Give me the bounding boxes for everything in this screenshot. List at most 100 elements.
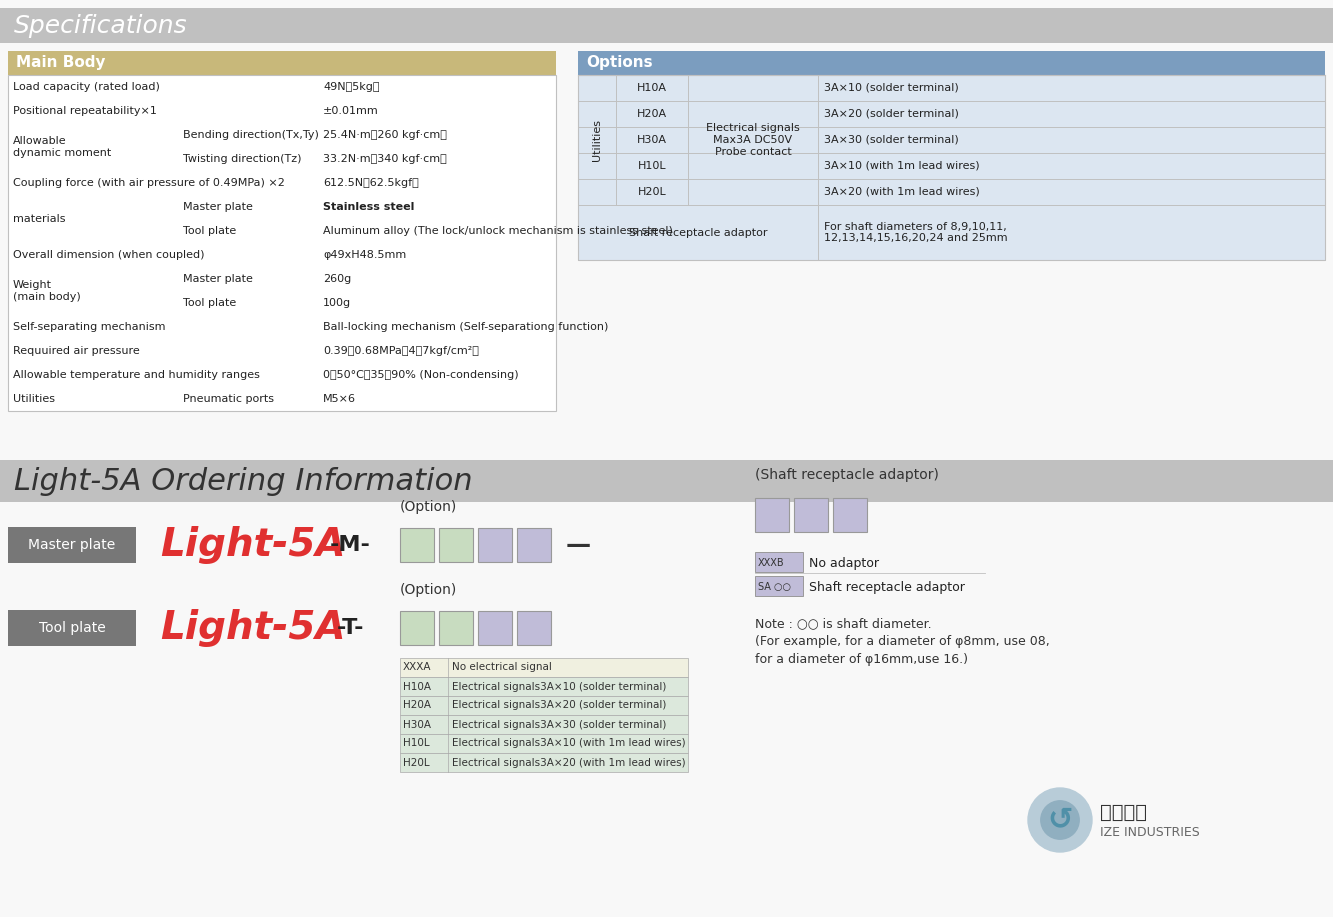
Bar (479, 611, 512, 645)
Text: Stainless steel: Stainless steel (323, 202, 415, 212)
Bar (400, 715, 688, 734)
Text: Load capacity (rated load): Load capacity (rated load) (13, 82, 160, 92)
Text: Electrical signals3A×20 (solder terminal): Electrical signals3A×20 (solder terminal… (452, 701, 666, 711)
Text: Pneumatic ports: Pneumatic ports (183, 394, 275, 404)
Bar (8, 363, 556, 387)
Text: For shaft diameters of 8,9,10,11,
12,13,14,15,16,20,24 and 25mm: For shaft diameters of 8,9,10,11, 12,13,… (824, 222, 1008, 243)
Text: Electrical signals3A×10 (solder terminal): Electrical signals3A×10 (solder terminal… (452, 681, 666, 691)
Text: 0.39～0.68MPa（4～7kgf/cm²）: 0.39～0.68MPa（4～7kgf/cm²） (323, 346, 479, 356)
Text: Tool plate: Tool plate (183, 226, 236, 236)
Text: H20L: H20L (637, 187, 666, 197)
Text: Shaft receptacle adaptor: Shaft receptacle adaptor (809, 580, 965, 593)
Text: Master plate: Master plate (28, 538, 116, 552)
Text: H20A: H20A (637, 109, 666, 119)
Text: Electrical signals3A×10 (with 1m lead wires): Electrical signals3A×10 (with 1m lead wi… (452, 738, 685, 748)
Text: 260g: 260g (323, 274, 352, 284)
Bar (754, 552, 802, 572)
Text: Requuired air pressure: Requuired air pressure (13, 346, 140, 356)
Text: 49N（5kg）: 49N（5kg） (323, 82, 380, 92)
Text: H10L: H10L (403, 738, 429, 748)
Bar (8, 99, 556, 123)
Text: Utilities: Utilities (13, 394, 55, 404)
Bar (0, 8, 1333, 43)
Text: Electrical signals3A×30 (solder terminal): Electrical signals3A×30 (solder terminal… (452, 720, 666, 730)
Bar (400, 734, 688, 753)
Text: 100g: 100g (323, 298, 351, 308)
Text: Ball-locking mechanism (Self-separationg function): Ball-locking mechanism (Self-separationg… (323, 322, 608, 332)
Circle shape (1041, 801, 1080, 839)
Text: Twisting direction(Tz): Twisting direction(Tz) (183, 154, 301, 164)
Bar (754, 576, 802, 596)
Bar (0, 460, 1333, 502)
Text: No electrical signal: No electrical signal (452, 662, 552, 672)
Text: -M-: -M- (329, 535, 371, 555)
Bar (400, 658, 688, 677)
Text: XXXB: XXXB (758, 558, 785, 568)
Text: (Option): (Option) (400, 500, 457, 514)
Text: Note : ○○ is shaft diameter.: Note : ○○ is shaft diameter. (754, 617, 932, 630)
Text: 爱泽工业: 爱泽工业 (1100, 802, 1146, 822)
Bar (439, 611, 473, 645)
Text: Overall dimension (when coupled): Overall dimension (when coupled) (13, 250, 204, 260)
Text: Bending direction(Tx,Ty): Bending direction(Tx,Ty) (183, 130, 319, 140)
Text: Electrical signals3A×20 (with 1m lead wires): Electrical signals3A×20 (with 1m lead wi… (452, 757, 685, 768)
Text: Master plate: Master plate (183, 202, 253, 212)
Text: H10A: H10A (403, 681, 431, 691)
Bar (579, 51, 1325, 75)
Bar (8, 610, 136, 646)
Text: materials: materials (13, 214, 65, 224)
Bar (8, 75, 556, 411)
Bar (754, 498, 789, 532)
Bar (8, 147, 556, 171)
Bar (794, 498, 828, 532)
Text: Main Body: Main Body (16, 56, 105, 71)
Text: 3A×20 (with 1m lead wires): 3A×20 (with 1m lead wires) (824, 187, 980, 197)
Text: IZE INDUSTRIES: IZE INDUSTRIES (1100, 825, 1200, 838)
Bar (8, 51, 556, 75)
Text: (For example, for a diameter of φ8mm, use 08,: (For example, for a diameter of φ8mm, us… (754, 635, 1050, 648)
Bar (579, 75, 1325, 260)
Text: XXXA: XXXA (403, 662, 432, 672)
Bar (8, 291, 556, 315)
Text: 3A×30 (solder terminal): 3A×30 (solder terminal) (824, 135, 958, 145)
Bar (400, 677, 688, 696)
Text: Allowable
dynamic moment: Allowable dynamic moment (13, 137, 111, 158)
Text: Master plate: Master plate (183, 274, 253, 284)
Bar (579, 205, 1325, 260)
Bar (8, 219, 556, 243)
Bar (8, 123, 556, 147)
Text: Shaft receptacle adaptor: Shaft receptacle adaptor (629, 227, 768, 238)
Bar (8, 387, 556, 411)
Text: Allowable temperature and humidity ranges: Allowable temperature and humidity range… (13, 370, 260, 380)
Bar (517, 611, 551, 645)
Bar (517, 528, 551, 562)
Bar (400, 611, 435, 645)
Text: M5×6: M5×6 (323, 394, 356, 404)
Bar (8, 75, 556, 99)
Bar (579, 75, 1325, 205)
Text: No adaptor: No adaptor (809, 557, 878, 569)
Text: SA ○○: SA ○○ (758, 582, 790, 592)
Text: (Shaft receptacle adaptor): (Shaft receptacle adaptor) (754, 468, 938, 482)
Text: (Option): (Option) (400, 583, 457, 597)
Text: -T-: -T- (336, 618, 364, 638)
Bar (479, 528, 512, 562)
Bar (8, 195, 179, 243)
Text: Aluminum alloy (The lock/unlock mechanism is stainless steel): Aluminum alloy (The lock/unlock mechanis… (323, 226, 673, 236)
Text: Positional repeatability×1: Positional repeatability×1 (13, 106, 157, 116)
Text: —: — (567, 533, 591, 557)
Text: 3A×10 (with 1m lead wires): 3A×10 (with 1m lead wires) (824, 161, 980, 171)
Text: H20A: H20A (403, 701, 431, 711)
Text: Tool plate: Tool plate (39, 621, 105, 635)
Text: 612.5N（62.5kgf）: 612.5N（62.5kgf） (323, 178, 419, 188)
Text: H30A: H30A (637, 135, 666, 145)
Text: 25.4N·m（260 kgf·cm）: 25.4N·m（260 kgf·cm） (323, 130, 447, 140)
Text: Weight
(main body): Weight (main body) (13, 281, 81, 302)
Bar (8, 171, 556, 195)
Bar (8, 267, 179, 315)
Bar (400, 696, 688, 715)
Text: ↺: ↺ (1048, 805, 1073, 834)
Text: H10L: H10L (637, 161, 666, 171)
Bar (8, 243, 556, 267)
Bar (439, 528, 473, 562)
